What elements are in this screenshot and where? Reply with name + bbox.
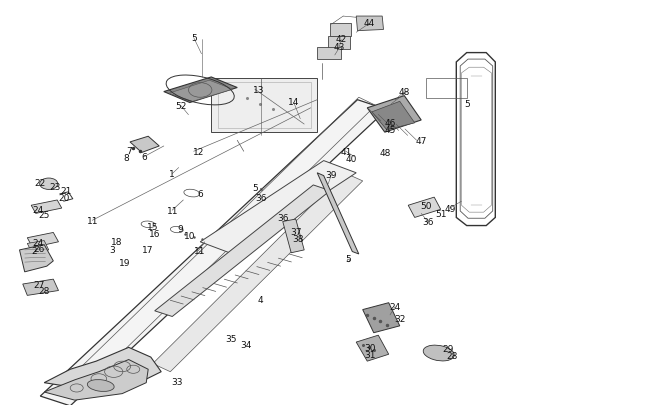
Polygon shape bbox=[363, 303, 400, 333]
Text: 21: 21 bbox=[60, 187, 72, 196]
Polygon shape bbox=[155, 185, 330, 317]
Text: 25: 25 bbox=[38, 211, 50, 220]
Polygon shape bbox=[20, 245, 53, 272]
Polygon shape bbox=[330, 23, 351, 37]
Ellipse shape bbox=[87, 379, 114, 392]
Text: 24: 24 bbox=[389, 303, 401, 311]
Text: 24: 24 bbox=[32, 239, 44, 247]
Text: 6: 6 bbox=[198, 189, 203, 198]
Polygon shape bbox=[356, 335, 389, 361]
Text: 4: 4 bbox=[257, 295, 263, 304]
Text: 36: 36 bbox=[422, 217, 434, 226]
Polygon shape bbox=[367, 96, 421, 133]
Polygon shape bbox=[317, 173, 359, 254]
Text: 12: 12 bbox=[192, 147, 204, 156]
Text: 38: 38 bbox=[292, 234, 304, 243]
Text: 3: 3 bbox=[109, 246, 114, 255]
Polygon shape bbox=[130, 137, 159, 153]
Text: 37: 37 bbox=[290, 227, 302, 236]
Text: 40: 40 bbox=[345, 154, 357, 163]
Ellipse shape bbox=[423, 345, 454, 361]
Text: 51: 51 bbox=[435, 209, 447, 218]
Text: 39: 39 bbox=[326, 171, 337, 179]
Text: 20: 20 bbox=[58, 193, 70, 202]
Polygon shape bbox=[169, 81, 233, 102]
Text: 32: 32 bbox=[394, 315, 406, 324]
Text: 11: 11 bbox=[194, 247, 206, 256]
Text: 34: 34 bbox=[240, 340, 252, 349]
Text: 48: 48 bbox=[398, 88, 410, 97]
Text: 19: 19 bbox=[119, 258, 131, 267]
Text: 52: 52 bbox=[175, 102, 187, 111]
Text: 27: 27 bbox=[33, 280, 45, 289]
Text: 44: 44 bbox=[363, 19, 375, 28]
Text: 13: 13 bbox=[253, 85, 265, 94]
Text: 18: 18 bbox=[111, 238, 123, 247]
Text: 48: 48 bbox=[379, 149, 391, 158]
Polygon shape bbox=[40, 100, 387, 405]
Polygon shape bbox=[211, 79, 317, 133]
Text: 41: 41 bbox=[340, 147, 352, 156]
Text: 17: 17 bbox=[142, 246, 154, 255]
Text: 26: 26 bbox=[33, 245, 45, 254]
Polygon shape bbox=[408, 198, 441, 218]
Text: 5: 5 bbox=[345, 255, 350, 264]
Text: 16: 16 bbox=[149, 230, 161, 239]
Text: 6: 6 bbox=[142, 153, 147, 162]
Polygon shape bbox=[356, 17, 384, 32]
Text: 5: 5 bbox=[191, 34, 196, 43]
Text: 28: 28 bbox=[38, 286, 50, 295]
Polygon shape bbox=[283, 220, 304, 253]
Text: 29: 29 bbox=[443, 345, 454, 354]
Text: 23: 23 bbox=[49, 183, 61, 192]
Polygon shape bbox=[317, 48, 341, 60]
Text: 2: 2 bbox=[31, 247, 36, 256]
Polygon shape bbox=[328, 37, 350, 49]
Text: 46: 46 bbox=[384, 119, 396, 128]
Circle shape bbox=[40, 179, 58, 190]
Text: 36: 36 bbox=[255, 194, 267, 203]
Text: 49: 49 bbox=[444, 204, 456, 213]
Polygon shape bbox=[31, 200, 62, 214]
Text: 22: 22 bbox=[34, 179, 46, 188]
Text: 50: 50 bbox=[420, 201, 432, 210]
Text: 30: 30 bbox=[365, 343, 376, 352]
Polygon shape bbox=[164, 78, 237, 103]
Text: 24: 24 bbox=[32, 205, 44, 214]
Polygon shape bbox=[372, 102, 415, 130]
Text: 31: 31 bbox=[365, 350, 376, 359]
Text: 42: 42 bbox=[335, 35, 347, 44]
Text: 11: 11 bbox=[166, 206, 178, 215]
Polygon shape bbox=[27, 233, 58, 248]
Text: 28: 28 bbox=[446, 351, 458, 360]
Text: 43: 43 bbox=[333, 43, 345, 52]
Text: 15: 15 bbox=[147, 222, 159, 231]
Text: 8: 8 bbox=[124, 153, 129, 162]
Text: 14: 14 bbox=[288, 98, 300, 107]
Text: 11: 11 bbox=[86, 216, 98, 225]
Text: 7: 7 bbox=[126, 146, 131, 155]
Text: 45: 45 bbox=[384, 126, 396, 135]
Text: 47: 47 bbox=[415, 136, 427, 145]
Polygon shape bbox=[44, 347, 161, 392]
Polygon shape bbox=[23, 279, 58, 296]
Text: 9: 9 bbox=[178, 224, 183, 233]
Text: 36: 36 bbox=[277, 213, 289, 222]
Text: 1: 1 bbox=[170, 170, 175, 179]
Polygon shape bbox=[44, 360, 148, 400]
Text: 10: 10 bbox=[184, 231, 196, 240]
Text: 5: 5 bbox=[253, 184, 258, 193]
Polygon shape bbox=[27, 241, 49, 254]
Text: 35: 35 bbox=[225, 334, 237, 343]
Polygon shape bbox=[153, 173, 363, 372]
Text: 33: 33 bbox=[171, 377, 183, 386]
Text: 5: 5 bbox=[464, 100, 469, 109]
Polygon shape bbox=[200, 161, 356, 254]
